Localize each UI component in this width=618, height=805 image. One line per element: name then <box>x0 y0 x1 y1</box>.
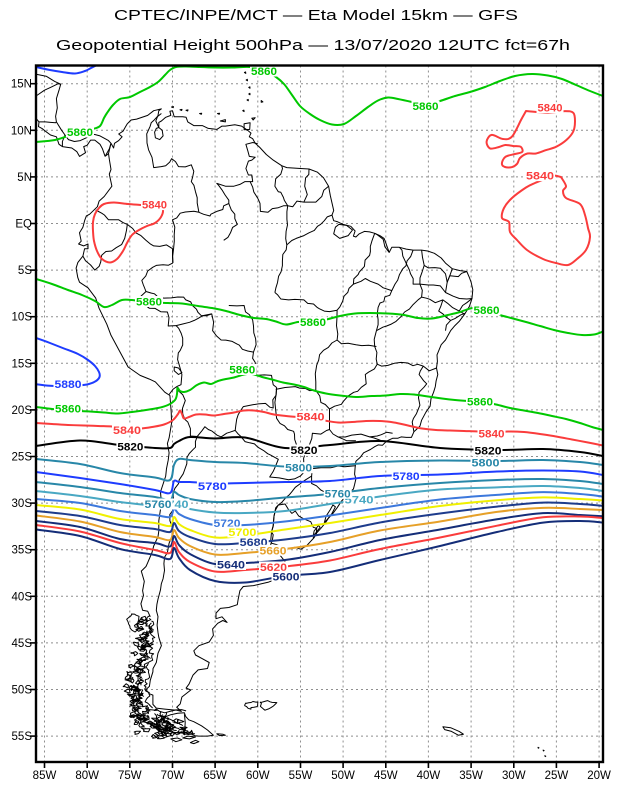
svg-text:5840: 5840 <box>479 429 505 441</box>
svg-text:45W: 45W <box>374 770 398 782</box>
svg-text:80W: 80W <box>75 770 99 782</box>
svg-text:5660: 5660 <box>260 545 287 557</box>
svg-text:5S: 5S <box>18 265 32 277</box>
svg-text:15N: 15N <box>11 79 32 91</box>
svg-text:5840: 5840 <box>113 425 141 437</box>
svg-text:5860: 5860 <box>413 101 439 113</box>
svg-text:5800: 5800 <box>472 457 500 469</box>
svg-text:60W: 60W <box>246 770 270 782</box>
svg-text:CPTEC/INPE/MCT — Eta Model 15: CPTEC/INPE/MCT — Eta Model 15km — GFS <box>114 7 518 24</box>
svg-text:25S: 25S <box>12 452 33 464</box>
svg-text:5640: 5640 <box>217 560 245 572</box>
svg-text:5860: 5860 <box>300 317 326 329</box>
svg-text:5860: 5860 <box>67 127 93 139</box>
svg-text:20S: 20S <box>12 405 33 417</box>
svg-text:5860: 5860 <box>55 404 81 416</box>
svg-text:30S: 30S <box>12 498 33 510</box>
svg-text:5600: 5600 <box>273 571 300 583</box>
svg-text:5820: 5820 <box>291 445 318 457</box>
svg-text:5840: 5840 <box>297 412 325 424</box>
svg-text:5840: 5840 <box>526 171 554 183</box>
svg-text:5780: 5780 <box>393 471 420 483</box>
svg-text:45S: 45S <box>12 638 33 650</box>
svg-text:EQ: EQ <box>15 219 32 231</box>
svg-text:5700: 5700 <box>228 527 256 539</box>
svg-text:5860: 5860 <box>229 365 255 377</box>
svg-text:Geopotential Height 500hPa — 1: Geopotential Height 500hPa — 13/07/2020 … <box>56 37 570 54</box>
svg-text:5800: 5800 <box>285 463 312 475</box>
svg-text:40W: 40W <box>417 770 441 782</box>
svg-text:55W: 55W <box>289 770 313 782</box>
svg-text:5760: 5760 <box>145 499 172 511</box>
svg-text:30W: 30W <box>502 770 526 782</box>
svg-text:15S: 15S <box>12 358 33 370</box>
svg-text:50S: 50S <box>12 685 33 697</box>
svg-text:5820: 5820 <box>475 446 502 458</box>
svg-text:20W: 20W <box>587 770 611 782</box>
svg-text:25W: 25W <box>545 770 569 782</box>
svg-text:70W: 70W <box>161 770 185 782</box>
svg-text:5860: 5860 <box>474 305 500 317</box>
svg-text:5760: 5760 <box>325 488 351 500</box>
svg-text:10S: 10S <box>12 312 33 324</box>
svg-text:5860: 5860 <box>251 66 277 78</box>
svg-text:35W: 35W <box>459 770 483 782</box>
svg-text:5740: 5740 <box>345 495 374 507</box>
svg-text:5840: 5840 <box>142 200 167 212</box>
svg-text:5860: 5860 <box>467 396 493 408</box>
svg-text:65W: 65W <box>203 770 227 782</box>
svg-text:75W: 75W <box>118 770 142 782</box>
svg-text:40S: 40S <box>12 591 33 603</box>
svg-text:55S: 55S <box>12 731 33 743</box>
svg-text:10N: 10N <box>11 125 32 137</box>
svg-text:5880: 5880 <box>55 379 82 391</box>
svg-text:85W: 85W <box>33 770 57 782</box>
svg-text:5860: 5860 <box>136 297 162 309</box>
svg-text:5840: 5840 <box>538 103 563 115</box>
svg-text:35S: 35S <box>12 545 33 557</box>
svg-text:50W: 50W <box>331 770 355 782</box>
svg-text:5780: 5780 <box>198 481 227 493</box>
svg-text:5N: 5N <box>17 172 32 184</box>
svg-text:5820: 5820 <box>117 441 143 453</box>
